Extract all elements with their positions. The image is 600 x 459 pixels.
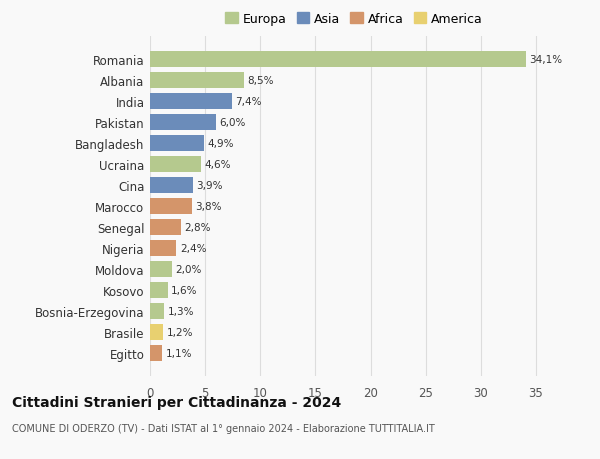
Bar: [150, 262, 172, 277]
Text: 3,8%: 3,8%: [195, 202, 222, 212]
Bar: [150, 94, 232, 110]
Bar: [150, 220, 181, 235]
Text: 2,8%: 2,8%: [184, 223, 211, 232]
Bar: [150, 241, 176, 256]
Bar: [150, 345, 162, 361]
Text: COMUNE DI ODERZO (TV) - Dati ISTAT al 1° gennaio 2024 - Elaborazione TUTTITALIA.: COMUNE DI ODERZO (TV) - Dati ISTAT al 1°…: [12, 424, 435, 433]
Bar: [150, 303, 164, 319]
Legend: Europa, Asia, Africa, America: Europa, Asia, Africa, America: [221, 9, 487, 29]
Text: 2,4%: 2,4%: [180, 243, 206, 253]
Bar: [150, 199, 192, 214]
Text: 6,0%: 6,0%: [220, 118, 246, 128]
Text: 8,5%: 8,5%: [247, 76, 274, 86]
Bar: [150, 178, 193, 193]
Text: 1,6%: 1,6%: [171, 285, 197, 295]
Bar: [150, 282, 167, 298]
Text: 4,9%: 4,9%: [208, 139, 234, 149]
Bar: [150, 325, 163, 340]
Text: 7,4%: 7,4%: [235, 97, 262, 107]
Text: 2,0%: 2,0%: [175, 264, 202, 274]
Bar: [150, 73, 244, 89]
Text: 1,1%: 1,1%: [166, 348, 192, 358]
Bar: [150, 136, 204, 151]
Text: Cittadini Stranieri per Cittadinanza - 2024: Cittadini Stranieri per Cittadinanza - 2…: [12, 395, 341, 409]
Bar: [150, 157, 201, 173]
Text: 1,3%: 1,3%: [167, 306, 194, 316]
Text: 1,2%: 1,2%: [167, 327, 193, 337]
Bar: [150, 52, 526, 68]
Text: 3,9%: 3,9%: [196, 181, 223, 190]
Text: 4,6%: 4,6%: [204, 160, 230, 170]
Bar: [150, 115, 216, 131]
Text: 34,1%: 34,1%: [529, 55, 562, 65]
